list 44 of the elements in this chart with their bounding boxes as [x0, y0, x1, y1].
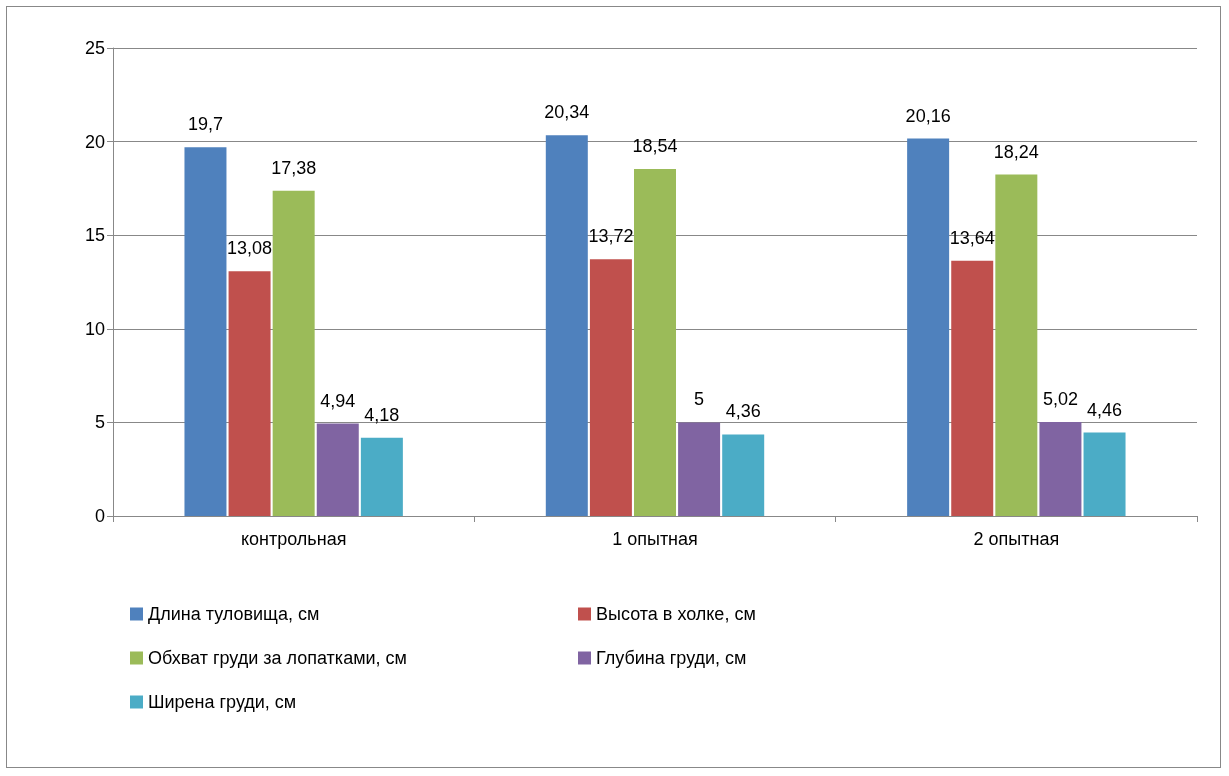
x-tick-label: 2 опытная	[973, 529, 1060, 549]
bar	[722, 434, 765, 516]
y-tick-label: 20	[84, 131, 105, 152]
bar	[634, 168, 676, 516]
data-label: 13,64	[949, 227, 995, 248]
legend-label: Ширена груди, см	[148, 692, 297, 712]
legend-label: Длина туловища, см	[148, 604, 320, 624]
bar	[589, 259, 632, 516]
data-label: 18,24	[993, 141, 1039, 162]
data-label: 5,02	[1042, 389, 1078, 410]
bar	[184, 147, 227, 516]
x-tick-label: контрольная	[240, 529, 347, 549]
bar	[360, 437, 403, 516]
data-label: 4,94	[320, 390, 356, 411]
legend-label: Обхват груди за лопатками, см	[148, 648, 407, 668]
bar	[545, 135, 588, 516]
bar	[678, 422, 721, 516]
legend-label: Глубина груди, см	[596, 648, 747, 668]
y-tick-label: 5	[94, 412, 105, 433]
bar	[316, 423, 359, 516]
bar	[272, 190, 315, 516]
data-label: 17,38	[271, 157, 317, 178]
legend-label: Высота в холке, см	[596, 604, 756, 624]
x-tick-label: 1 опытная	[612, 529, 698, 549]
data-label: 18,54	[632, 135, 678, 156]
data-label: 20,34	[544, 102, 590, 123]
data-label: 4,36	[725, 401, 761, 422]
bar	[1083, 432, 1126, 516]
bar	[995, 174, 1038, 516]
data-label: 13,08	[227, 238, 273, 259]
data-label: 19,7	[187, 114, 223, 135]
data-label: 13,72	[588, 226, 634, 247]
bar	[1039, 422, 1082, 516]
bar	[907, 138, 950, 516]
data-label: 4,46	[1087, 399, 1123, 420]
bar	[951, 260, 994, 516]
y-tick-label: 15	[84, 225, 105, 246]
y-tick-label: 25	[84, 38, 105, 58]
data-label: 5	[694, 389, 705, 410]
data-label: 4,18	[364, 404, 400, 425]
y-tick-label: 0	[94, 506, 105, 526]
bar	[228, 271, 271, 516]
data-label: 20,16	[905, 105, 951, 126]
y-tick-label: 10	[84, 318, 105, 339]
